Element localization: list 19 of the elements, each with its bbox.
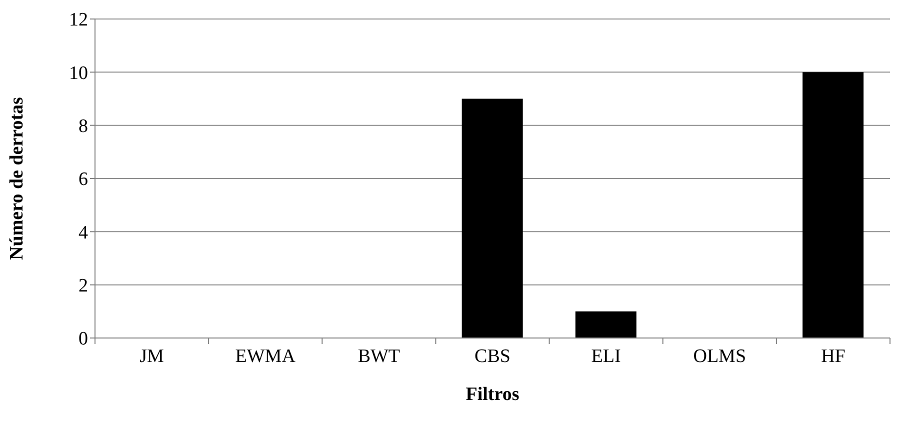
bar bbox=[462, 98, 523, 338]
y-tick-label: 12 bbox=[69, 10, 88, 31]
x-tick-label: EWMA bbox=[235, 346, 296, 367]
x-tick-label: ELI bbox=[591, 346, 621, 367]
bar bbox=[575, 311, 636, 338]
y-axis-title: Número de derrotas bbox=[6, 97, 28, 260]
x-tick-label: BWT bbox=[358, 346, 400, 367]
y-tick-label: 4 bbox=[78, 222, 88, 244]
y-tick-label: 2 bbox=[78, 276, 88, 297]
x-tick-label: HF bbox=[821, 346, 846, 367]
y-tick-label: 8 bbox=[78, 116, 88, 138]
x-tick-label: JM bbox=[140, 346, 164, 367]
y-tick-label: 6 bbox=[78, 169, 88, 190]
y-tick-label: 0 bbox=[78, 328, 88, 350]
x-tick-label: OLMS bbox=[693, 346, 746, 367]
x-tick-label: CBS bbox=[474, 346, 510, 367]
bar bbox=[802, 72, 864, 338]
x-axis-title: Filtros bbox=[466, 384, 520, 405]
y-tick-label: 10 bbox=[69, 62, 88, 84]
